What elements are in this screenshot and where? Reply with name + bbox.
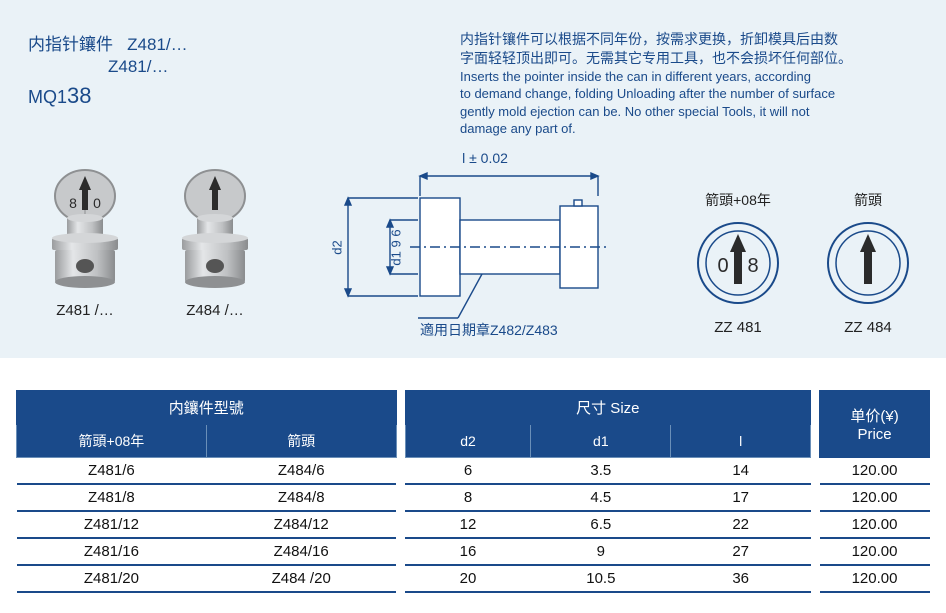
cell-d2: 16: [405, 538, 531, 565]
th-sub-4: l: [671, 425, 811, 458]
spec-table-body: Z481/6Z484/6 63.514 120.00 Z481/8Z484/8 84.5…: [17, 458, 930, 593]
cell-d2: 20: [405, 565, 531, 592]
th-sub-2: d2: [405, 425, 531, 458]
spec-table-wrap: 内鑲件型號 尺寸 Size 单价(¥) Price 箭頭+08年 箭頭 d2 d…: [16, 390, 930, 593]
circle-zz484: 箭頭 ZZ 484: [818, 190, 918, 336]
cell-d1: 4.5: [531, 484, 671, 511]
tech-label-tolerance: l ± 0.02: [330, 150, 640, 166]
cell-l: 27: [671, 538, 811, 565]
cell-d2: 12: [405, 511, 531, 538]
title-mq-a: MQ1: [28, 87, 67, 107]
cell-model-b: Z484/12: [206, 511, 396, 538]
svg-text:0: 0: [717, 255, 728, 277]
cell-model-a: Z481/12: [17, 511, 207, 538]
th-sub-3: d1: [531, 425, 671, 458]
description-block: 内指针镶件可以根据不同年份，按需求更换，折卸模具后由数 字面轻轻顶出即可。无需其…: [460, 30, 920, 138]
cell-d1: 6.5: [531, 511, 671, 538]
cell-model-a: Z481/8: [17, 484, 207, 511]
desc-en-3: gently mold ejection can be. No other sp…: [460, 103, 920, 121]
cell-model-a: Z481/16: [17, 538, 207, 565]
desc-en-2: to demand change, folding Unloading afte…: [460, 85, 920, 103]
circle-zz481-header: 箭頭+08年: [688, 190, 788, 210]
table-row: Z481/8Z484/8 84.517 120.00: [17, 484, 930, 511]
th-sub-1: 箭頭: [206, 425, 396, 458]
th-price-bot: Price: [824, 426, 925, 443]
circle-zz481-footer: ZZ 481: [688, 319, 788, 336]
cell-model-a: Z481/20: [17, 565, 207, 592]
technical-drawing: l ± 0.02 d2 d1 9 6: [330, 150, 640, 340]
info-panel: 内指针鑲件 Z481/… Z481/… MQ138 内指针镶件可以根据不同年份，…: [0, 0, 946, 358]
face-digit-0: 0: [93, 195, 101, 211]
face-digit-8: 8: [69, 195, 77, 211]
table-row: Z481/20Z484 /20 2010.536 120.00: [17, 565, 930, 592]
circle-zz484-header: 箭頭: [818, 190, 918, 210]
cell-l: 14: [671, 458, 811, 485]
cell-model-b: Z484/6: [206, 458, 396, 485]
spec-table: 内鑲件型號 尺寸 Size 单价(¥) Price 箭頭+08年 箭頭 d2 d…: [16, 390, 930, 593]
cell-model-b: Z484/16: [206, 538, 396, 565]
circle-zz484-footer: ZZ 484: [818, 319, 918, 336]
svg-text:8: 8: [747, 255, 758, 277]
th-group-size: 尺寸 Size: [405, 391, 810, 425]
cell-l: 17: [671, 484, 811, 511]
th-sub-0: 箭頭+08年: [17, 425, 207, 458]
cell-l: 36: [671, 565, 811, 592]
cell-model-b: Z484 /20: [206, 565, 396, 592]
cell-price: 120.00: [820, 511, 930, 538]
desc-en-1: Inserts the pointer inside the can in di…: [460, 68, 920, 86]
cell-l: 22: [671, 511, 811, 538]
cell-model-b: Z484/8: [206, 484, 396, 511]
cell-d1: 10.5: [531, 565, 671, 592]
tech-label-applicable: 適用日期章Z482/Z483: [420, 320, 558, 340]
desc-zh-1: 内指针镶件可以根据不同年份，按需求更换，折卸模具后由数: [460, 30, 920, 49]
title-block: 内指针鑲件 Z481/… Z481/… MQ138: [28, 30, 188, 109]
title-code2: Z481/…: [108, 57, 188, 77]
th-price-top: 单价(¥): [824, 405, 925, 426]
desc-zh-2: 字面轻轻顶出即可。无需其它专用工具，也不会损坏任何部位。: [460, 49, 920, 68]
title-mq-b: 38: [67, 83, 91, 108]
desc-en-4: damage any part of.: [460, 120, 920, 138]
photo-z484-label: Z484 /…: [170, 302, 260, 319]
photo-z481-label: Z481 /…: [40, 302, 130, 319]
cell-price: 120.00: [820, 565, 930, 592]
cell-price: 120.00: [820, 458, 930, 485]
title-code1: Z481/…: [127, 35, 187, 54]
circle-zz481: 箭頭+08年 0 8 ZZ 481: [688, 190, 788, 336]
cell-d1: 3.5: [531, 458, 671, 485]
th-price: 单价(¥) Price: [820, 391, 930, 458]
title-zh: 内指针鑲件: [28, 35, 113, 54]
cell-d2: 8: [405, 484, 531, 511]
photo-z484: Z484 /…: [170, 168, 260, 319]
th-group-model: 内鑲件型號: [17, 391, 397, 425]
table-row: Z481/6Z484/6 63.514 120.00: [17, 458, 930, 485]
table-row: Z481/16Z484/16 16927 120.00: [17, 538, 930, 565]
cell-price: 120.00: [820, 538, 930, 565]
cell-model-a: Z481/6: [17, 458, 207, 485]
cell-price: 120.00: [820, 484, 930, 511]
cell-d2: 6: [405, 458, 531, 485]
table-row: Z481/12Z484/12 126.522 120.00: [17, 511, 930, 538]
photo-z481: 8 0 Z481 /…: [40, 168, 130, 319]
cell-d1: 9: [531, 538, 671, 565]
